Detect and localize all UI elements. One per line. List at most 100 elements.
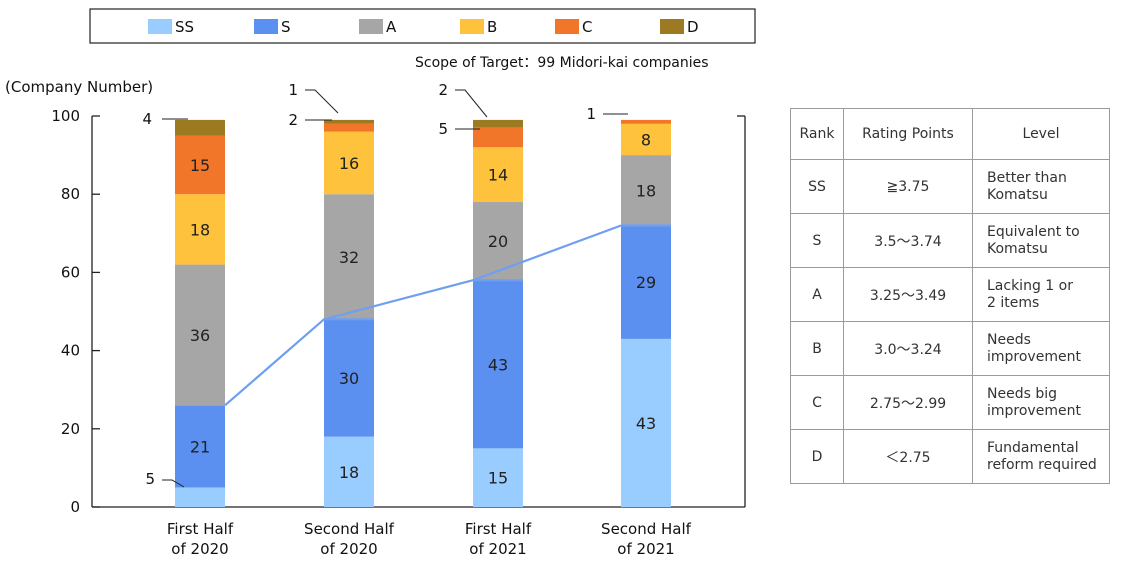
level-line: improvement bbox=[987, 402, 1081, 419]
legend-swatch-b bbox=[460, 19, 484, 34]
points-cell: 2.75～2.99 bbox=[843, 375, 973, 430]
callout-leader bbox=[455, 89, 488, 118]
bar-segment-b bbox=[324, 131, 374, 195]
bar-segment-d bbox=[473, 119, 523, 128]
table-row: C 2.75～2.99 Needs big improvement bbox=[790, 375, 1110, 430]
x-category-label: Second Half bbox=[304, 520, 395, 538]
bar-value-label: 15 bbox=[190, 156, 210, 175]
bar-value-label: 29 bbox=[636, 273, 656, 292]
callout-label: 2 bbox=[438, 81, 448, 99]
bar-value-label: 21 bbox=[190, 437, 210, 456]
bar-value-label: 32 bbox=[339, 248, 359, 267]
points-cell: 3.0～3.24 bbox=[843, 321, 973, 376]
rank-cell: D bbox=[790, 429, 844, 484]
category-labels: First Half of 2020 Second Half of 2020 First… bbox=[167, 520, 692, 558]
level-cell: Equivalent to Komatsu bbox=[972, 213, 1110, 268]
bar-value-label: 14 bbox=[488, 166, 508, 185]
level-cell: Lacking 1 or 2 items bbox=[972, 267, 1110, 322]
table-header-row: Rank Rating Points Level bbox=[790, 108, 1110, 160]
y-tick-label: 0 bbox=[70, 498, 80, 516]
callout-label: 5 bbox=[145, 470, 155, 488]
level-line: 2 items bbox=[987, 294, 1040, 311]
bar-value-label: 18 bbox=[190, 220, 210, 239]
legend-swatch-a bbox=[359, 19, 383, 34]
y-tick-label: 100 bbox=[51, 107, 80, 125]
bar-segment-b bbox=[473, 147, 523, 203]
y-tick-label: 40 bbox=[61, 342, 80, 360]
bar-segment-s bbox=[473, 280, 523, 449]
bar-value-label: 20 bbox=[488, 232, 508, 251]
rank-cell: A bbox=[790, 267, 844, 322]
callout-label: 2 bbox=[288, 111, 298, 129]
bar-segment-b bbox=[175, 194, 225, 265]
header-rank: Rank bbox=[790, 108, 844, 160]
rank-table: Rank Rating Points Level SS ≧3.75 Better… bbox=[790, 108, 1110, 484]
callout-leader bbox=[162, 479, 185, 488]
bar-segment-ss bbox=[473, 448, 523, 507]
level-line: Komatsu bbox=[987, 240, 1048, 257]
bars bbox=[175, 119, 671, 507]
level-line: improvement bbox=[987, 348, 1081, 365]
callout-label: 1 bbox=[288, 81, 298, 99]
bar-segment-s bbox=[175, 405, 225, 488]
bar-value-label: 30 bbox=[339, 369, 359, 388]
legend-swatch-c bbox=[555, 19, 579, 34]
legend-swatch-s bbox=[254, 19, 278, 34]
trend-polyline bbox=[224, 224, 622, 407]
bar-value-label: 36 bbox=[190, 326, 210, 345]
bar-segment-ss bbox=[621, 338, 671, 507]
level-line: Needs big bbox=[987, 385, 1057, 402]
x-category-label: of 2021 bbox=[617, 540, 674, 558]
table-row: A 3.25～3.49 Lacking 1 or 2 items bbox=[790, 267, 1110, 322]
x-category-label: First Half bbox=[167, 520, 234, 538]
level-line: Lacking 1 or bbox=[987, 277, 1073, 294]
bar-segment-a bbox=[324, 194, 374, 320]
rank-cell: B bbox=[790, 321, 844, 376]
bar-value-label: 18 bbox=[636, 181, 656, 200]
bar-segment-c bbox=[324, 123, 374, 132]
legend-label-s: S bbox=[281, 18, 291, 36]
y-tick-label: 20 bbox=[61, 420, 80, 438]
points-cell: ≧3.75 bbox=[843, 159, 973, 214]
header-rating-points: Rating Points bbox=[843, 108, 973, 160]
bar-segment-s bbox=[621, 225, 671, 339]
x-category-label: of 2021 bbox=[469, 540, 526, 558]
bar-segment-ss bbox=[324, 436, 374, 507]
legend-box bbox=[89, 8, 756, 44]
trend-line bbox=[224, 224, 671, 407]
table-row: S 3.5～3.74 Equivalent to Komatsu bbox=[790, 213, 1110, 268]
level-cell: Fundamental reform required bbox=[972, 429, 1110, 484]
legend-label-ss: SS bbox=[175, 18, 194, 36]
level-cell: Needs improvement bbox=[972, 321, 1110, 376]
callout-label: 1 bbox=[586, 105, 596, 123]
segment-labels: 21 36 18 15 18 30 32 16 15 43 20 14 43 29 18 8 bbox=[190, 130, 656, 487]
legend-swatch-d bbox=[660, 19, 684, 34]
level-line: reform required bbox=[987, 456, 1097, 473]
bar-segment-d bbox=[324, 119, 374, 124]
bar-value-label: 43 bbox=[488, 355, 508, 374]
level-line: Komatsu bbox=[987, 186, 1048, 203]
legend-swatch-ss bbox=[148, 19, 172, 34]
points-cell: 3.25～3.49 bbox=[843, 267, 973, 322]
points-cell: 3.5～3.74 bbox=[843, 213, 973, 268]
legend-label-a: A bbox=[386, 18, 397, 36]
bar-segment-a bbox=[621, 155, 671, 226]
callout-label: 5 bbox=[438, 120, 448, 138]
legend-label-d: D bbox=[687, 18, 699, 36]
level-line: Equivalent to bbox=[987, 223, 1080, 240]
bar-segment-a bbox=[175, 264, 225, 406]
bar-segment-c bbox=[473, 127, 523, 148]
legend-label-b: B bbox=[487, 18, 497, 36]
table-row: SS ≧3.75 Better than Komatsu bbox=[790, 159, 1110, 214]
rank-cell: S bbox=[790, 213, 844, 268]
x-category-label: First Half bbox=[465, 520, 532, 538]
bar-segment-a bbox=[473, 202, 523, 281]
bar-segment-c bbox=[175, 135, 225, 195]
x-category-label: of 2020 bbox=[171, 540, 228, 558]
bar-value-label: 43 bbox=[636, 414, 656, 433]
y-tick-label: 80 bbox=[61, 185, 80, 203]
table-row: B 3.0～3.24 Needs improvement bbox=[790, 321, 1110, 376]
legend: SS S A B C D bbox=[89, 8, 756, 44]
bar-value-label: 15 bbox=[488, 469, 508, 488]
